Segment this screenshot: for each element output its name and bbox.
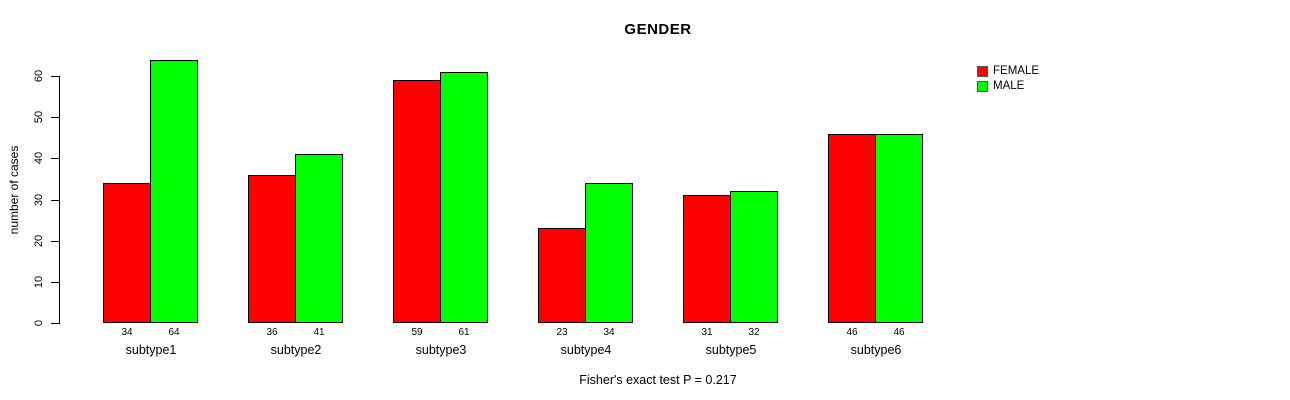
bar-value-label: 59 — [411, 327, 423, 338]
bar-value-label: 32 — [748, 327, 760, 338]
bar-value-label: 61 — [458, 327, 470, 338]
y-tick — [51, 76, 59, 77]
bar-value-label: 46 — [846, 327, 858, 338]
y-tick-label: 40 — [33, 151, 45, 165]
bar-male-subtype1 — [150, 60, 198, 323]
bar-female-subtype6 — [828, 134, 876, 323]
bar-value-label: 31 — [701, 327, 713, 338]
bar-male-subtype4 — [585, 183, 633, 323]
chart-title: GENDER — [624, 21, 692, 38]
y-axis-line — [59, 76, 60, 324]
y-tick-label: 0 — [33, 319, 45, 327]
bar-value-label: 36 — [266, 327, 278, 338]
bar-female-subtype3 — [393, 80, 441, 323]
y-axis-title: number of cases — [7, 145, 21, 235]
bar-female-subtype2 — [248, 175, 296, 323]
legend-swatch-male — [977, 81, 988, 92]
y-tick — [51, 117, 59, 118]
category-label-subtype4: subtype4 — [560, 343, 612, 357]
y-tick — [51, 158, 59, 159]
y-tick-label: 30 — [33, 193, 45, 207]
bar-value-label: 46 — [893, 327, 905, 338]
legend-swatch-female — [977, 66, 988, 77]
y-tick-label: 60 — [33, 69, 45, 83]
legend-label-female: FEMALE — [993, 65, 1040, 77]
category-label-subtype2: subtype2 — [270, 343, 322, 357]
bar-value-label: 34 — [121, 327, 133, 338]
y-tick — [51, 200, 59, 201]
bar-female-subtype5 — [683, 195, 731, 323]
y-tick-label: 10 — [33, 275, 45, 289]
caption: Fisher's exact test P = 0.217 — [579, 373, 737, 387]
bar-value-label: 34 — [603, 327, 615, 338]
legend-label-male: MALE — [993, 80, 1025, 92]
bar-female-subtype4 — [538, 228, 586, 323]
bar-male-subtype3 — [440, 72, 488, 323]
y-tick — [51, 241, 59, 242]
category-label-subtype1: subtype1 — [125, 343, 177, 357]
bar-female-subtype1 — [103, 183, 151, 323]
category-label-subtype3: subtype3 — [415, 343, 467, 357]
bar-male-subtype2 — [295, 154, 343, 323]
bar-value-label: 41 — [313, 327, 325, 338]
category-label-subtype5: subtype5 — [705, 343, 757, 357]
bar-value-label: 23 — [556, 327, 568, 338]
category-label-subtype6: subtype6 — [850, 343, 902, 357]
y-tick — [51, 282, 59, 283]
bar-male-subtype5 — [730, 191, 778, 323]
y-tick — [51, 323, 59, 324]
y-tick-label: 50 — [33, 110, 45, 124]
bar-value-label: 64 — [168, 327, 180, 338]
y-tick-label: 20 — [33, 234, 45, 248]
bar-male-subtype6 — [875, 134, 923, 323]
